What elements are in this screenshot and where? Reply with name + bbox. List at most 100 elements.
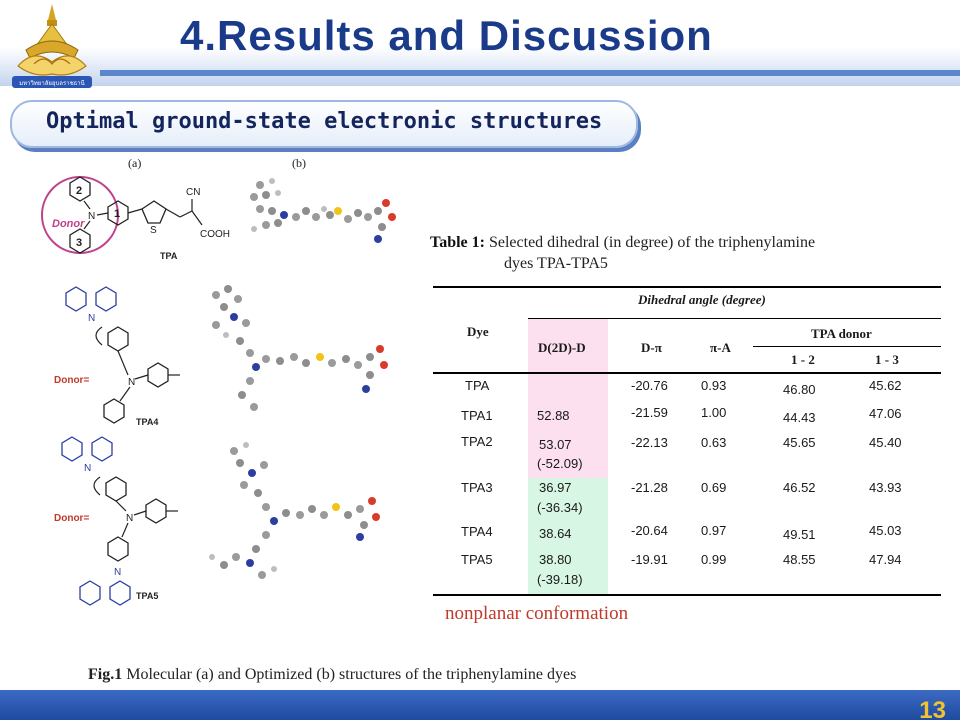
tpa4-3d-structure <box>212 285 388 411</box>
cell-pia: 0.97 <box>701 523 727 538</box>
logo-text: มหาวิทยาลัยอุบลราชธานี <box>19 79 85 87</box>
tpa5-3d-structure <box>209 442 380 579</box>
header-dye: Dye <box>467 324 489 339</box>
cell-dpi: -22.13 <box>631 435 668 450</box>
figure-caption-label: Fig.1 <box>88 666 123 683</box>
cell-d2d-alt: (-39.18) <box>537 572 583 587</box>
cell-c12: 48.55 <box>783 552 816 567</box>
cell-dpi: -20.76 <box>631 378 668 393</box>
cn-label: CN <box>186 187 200 198</box>
donor-label: Donor <box>52 218 85 230</box>
table-caption: Table 1: Selected dihedral (in degree) o… <box>430 232 950 274</box>
cell-pia: 0.99 <box>701 552 727 567</box>
tpa-s-label: S <box>150 225 157 236</box>
header-dpi: D-π <box>641 340 662 355</box>
cell-d2d-alt: (-52.09) <box>537 456 583 471</box>
cooh-label: COOH <box>200 229 230 240</box>
cell-c12: 45.65 <box>783 435 816 450</box>
cell-d2d: 36.97 <box>539 480 572 495</box>
ring-2 <box>69 176 91 202</box>
slide-title: 4.Results and Discussion <box>180 12 713 59</box>
tpa-n-label: N <box>88 211 95 222</box>
cell-dye: TPA1 <box>461 408 493 423</box>
svg-text:N: N <box>84 463 91 474</box>
tpa-name-label: TPA <box>160 251 178 261</box>
cell-c13: 43.93 <box>869 480 902 495</box>
svg-text:N: N <box>114 567 121 578</box>
molecular-structures-figure: (a) (b) Donor 2 N 3 1 S CN COOH TPA <box>40 155 420 615</box>
cell-d2d: 38.64 <box>539 526 572 541</box>
ring-2-label: 2 <box>76 185 82 197</box>
cell-pia: 0.63 <box>701 435 727 450</box>
table-caption-line1: Selected dihedral (in degree) of the tri… <box>484 234 816 251</box>
tpa5-donor-structure: N N N Donor= TPA5 <box>54 436 178 606</box>
cell-d2d: 53.07 <box>539 437 572 452</box>
header-c12: 1 - 2 <box>791 352 815 367</box>
table-mid-rule-2 <box>753 346 941 347</box>
table-bottom-rule <box>433 594 941 596</box>
cell-dye: TPA3 <box>461 480 493 495</box>
cell-c12: 44.43 <box>783 410 816 425</box>
tpa-3d-structure <box>250 178 396 243</box>
svg-text:N: N <box>126 513 133 524</box>
cell-c13: 45.03 <box>869 523 902 538</box>
cell-d2d-alt: (-36.34) <box>537 500 583 515</box>
title-underline <box>100 70 960 76</box>
table-mid-rule-1 <box>528 318 941 319</box>
cell-c13: 45.40 <box>869 435 902 450</box>
cell-dpi: -21.59 <box>631 405 668 420</box>
tpa4-name-label: TPA4 <box>136 417 158 427</box>
cell-c12: 49.51 <box>783 527 816 542</box>
donor-eq-label-2: Donor= <box>54 513 89 524</box>
cell-d2d: 38.80 <box>539 552 572 567</box>
cell-dpi: -20.64 <box>631 523 668 538</box>
cell-dye: TPA <box>465 378 490 393</box>
table-top-rule <box>433 286 941 288</box>
tpa5-name-label: TPA5 <box>136 591 158 601</box>
header-d2d: D(2D)-D <box>538 340 586 355</box>
table-caption-label: Table 1: <box>430 234 485 251</box>
cell-c12: 46.52 <box>783 480 816 495</box>
table-header-rule <box>433 372 941 374</box>
d2d-highlight-green <box>528 478 608 596</box>
tpa4-donor-structure: N N Donor= TPA4 <box>54 286 180 427</box>
panel-a-label: (a) <box>128 156 141 170</box>
ring-3 <box>69 228 91 254</box>
cell-dpi: -21.28 <box>631 480 668 495</box>
svg-text:N: N <box>128 377 135 388</box>
section-subtitle-pill: Optimal ground-state electronic structur… <box>10 100 638 148</box>
figure-caption-text: Molecular (a) and Optimized (b) structur… <box>122 666 577 683</box>
cell-c13: 47.94 <box>869 552 902 567</box>
panel-b-label: (b) <box>292 156 306 170</box>
cell-dye: TPA2 <box>461 434 493 449</box>
ring-1-label: 1 <box>114 208 120 220</box>
footer-bar <box>0 690 960 720</box>
header-tpa-donor: TPA donor <box>811 326 872 341</box>
figure-caption: Fig.1 Molecular (a) and Optimized (b) st… <box>88 666 576 684</box>
ring-3-label: 3 <box>76 237 82 249</box>
cell-dpi: -19.91 <box>631 552 668 567</box>
header-dihedral: Dihedral angle (degree) <box>638 292 766 307</box>
page-number: 13 <box>919 697 946 724</box>
cell-pia: 0.69 <box>701 480 727 495</box>
structures-svg: (a) (b) Donor 2 N 3 1 S CN COOH TPA <box>41 156 396 606</box>
dihedral-table: Dye Dihedral angle (degree) D(2D)-D D-π … <box>433 286 941 596</box>
nonplanar-note: nonplanar conformation <box>445 603 629 624</box>
cell-d2d: 52.88 <box>537 408 570 423</box>
cell-pia: 1.00 <box>701 405 727 420</box>
table-caption-line2: dyes TPA-TPA5 <box>504 255 608 272</box>
cell-pia: 0.93 <box>701 378 727 393</box>
header-c13: 1 - 3 <box>875 352 899 367</box>
cell-dye: TPA5 <box>461 552 493 567</box>
thiophene-ring <box>141 200 167 224</box>
section-subtitle: Optimal ground-state electronic structur… <box>46 109 603 134</box>
svg-text:N: N <box>88 313 95 324</box>
university-logo: มหาวิทยาลัยอุบลราชธานี <box>12 4 92 88</box>
cell-c13: 45.62 <box>869 378 902 393</box>
ring-1 <box>107 200 129 226</box>
cell-c12: 46.80 <box>783 382 816 397</box>
cell-dye: TPA4 <box>461 524 493 539</box>
donor-eq-label-1: Donor= <box>54 375 89 386</box>
cell-c13: 47.06 <box>869 406 902 421</box>
header-pia: π-A <box>710 340 731 355</box>
